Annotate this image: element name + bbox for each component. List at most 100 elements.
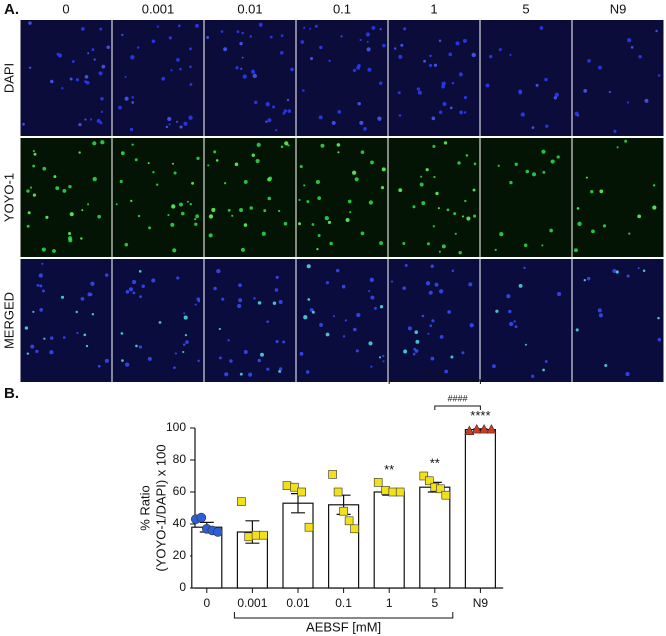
- cell: [134, 158, 138, 162]
- cell: [147, 162, 150, 165]
- cell: [240, 247, 245, 252]
- cell: [302, 89, 305, 92]
- cell: [238, 283, 242, 288]
- micrograph: [480, 138, 572, 257]
- cell: [354, 177, 359, 182]
- cell: [368, 341, 373, 346]
- cell: [549, 228, 553, 233]
- cell: [441, 81, 446, 86]
- cell: [497, 164, 500, 167]
- cell: [469, 323, 474, 328]
- cell: [100, 110, 104, 113]
- cell: [267, 118, 272, 123]
- cell: [356, 312, 361, 318]
- cell: [91, 48, 95, 52]
- cell: [87, 203, 90, 206]
- cell: [87, 52, 90, 55]
- micrograph: [572, 138, 664, 257]
- cell: [450, 355, 454, 359]
- cell: [75, 78, 80, 82]
- cell: [461, 215, 464, 218]
- cell: [92, 141, 97, 146]
- cell: [381, 167, 386, 172]
- data-point: [282, 481, 292, 490]
- cell: [494, 248, 497, 252]
- cell: [599, 189, 604, 194]
- cell: [518, 89, 523, 94]
- cell: [36, 284, 40, 287]
- cell: [370, 160, 374, 165]
- cell: [180, 211, 185, 216]
- cell: [437, 207, 440, 210]
- row-label: DAPI: [1, 63, 16, 93]
- micrograph: [204, 259, 296, 382]
- cell: [121, 151, 124, 154]
- cell: [274, 288, 279, 292]
- cell: [104, 273, 109, 277]
- cell: [441, 244, 446, 249]
- cell: [473, 162, 477, 166]
- cell: [165, 125, 169, 129]
- cell: [256, 142, 261, 147]
- cell: [227, 339, 230, 342]
- cell: [368, 200, 374, 205]
- cell: [612, 269, 617, 273]
- cell: [583, 278, 586, 282]
- cell: [71, 60, 75, 63]
- cell: [374, 306, 377, 310]
- cell: [176, 57, 180, 62]
- cell: [208, 233, 213, 238]
- cell: [642, 269, 646, 273]
- cell: [194, 303, 197, 306]
- cell: [41, 262, 44, 265]
- cell: [404, 263, 408, 267]
- micrograph: [572, 20, 664, 136]
- data-point: [244, 532, 254, 542]
- data-point: [350, 524, 359, 534]
- cell: [366, 40, 369, 43]
- data-point: [479, 423, 490, 434]
- cell: [213, 150, 217, 154]
- cell: [434, 282, 439, 287]
- cell: [52, 249, 56, 253]
- cell: [306, 200, 310, 204]
- cell: [168, 123, 171, 126]
- cell: [49, 336, 54, 340]
- cell: [438, 289, 444, 294]
- micrograph: [388, 138, 480, 257]
- cell: [240, 67, 243, 70]
- cell: [182, 350, 185, 354]
- cell: [131, 101, 135, 104]
- cell: [211, 207, 216, 212]
- cell: [69, 77, 73, 81]
- cell: [509, 321, 514, 327]
- cell: [331, 120, 336, 125]
- cell: [421, 201, 426, 206]
- cell: [172, 248, 177, 253]
- cell: [433, 175, 436, 179]
- cell: [257, 358, 262, 363]
- cell: [544, 77, 548, 82]
- cell: [590, 189, 594, 194]
- cell: [290, 67, 294, 72]
- cell: [213, 286, 217, 291]
- cell: [615, 270, 619, 274]
- cell: [100, 96, 104, 101]
- data-point: [471, 423, 482, 434]
- bar: [419, 486, 451, 589]
- cell: [608, 91, 611, 94]
- cell: [56, 52, 60, 56]
- cell: [441, 84, 446, 89]
- cell: [129, 127, 134, 132]
- y-axis-label: % Ratio: [137, 485, 152, 531]
- cell: [657, 337, 662, 342]
- data-point: [419, 471, 429, 481]
- cell: [628, 232, 631, 235]
- cell: [657, 316, 660, 320]
- cell: [274, 128, 278, 132]
- cell: [382, 354, 385, 358]
- cell: [644, 98, 649, 103]
- cell: [495, 309, 499, 313]
- cell: [398, 188, 403, 193]
- cell: [121, 33, 124, 37]
